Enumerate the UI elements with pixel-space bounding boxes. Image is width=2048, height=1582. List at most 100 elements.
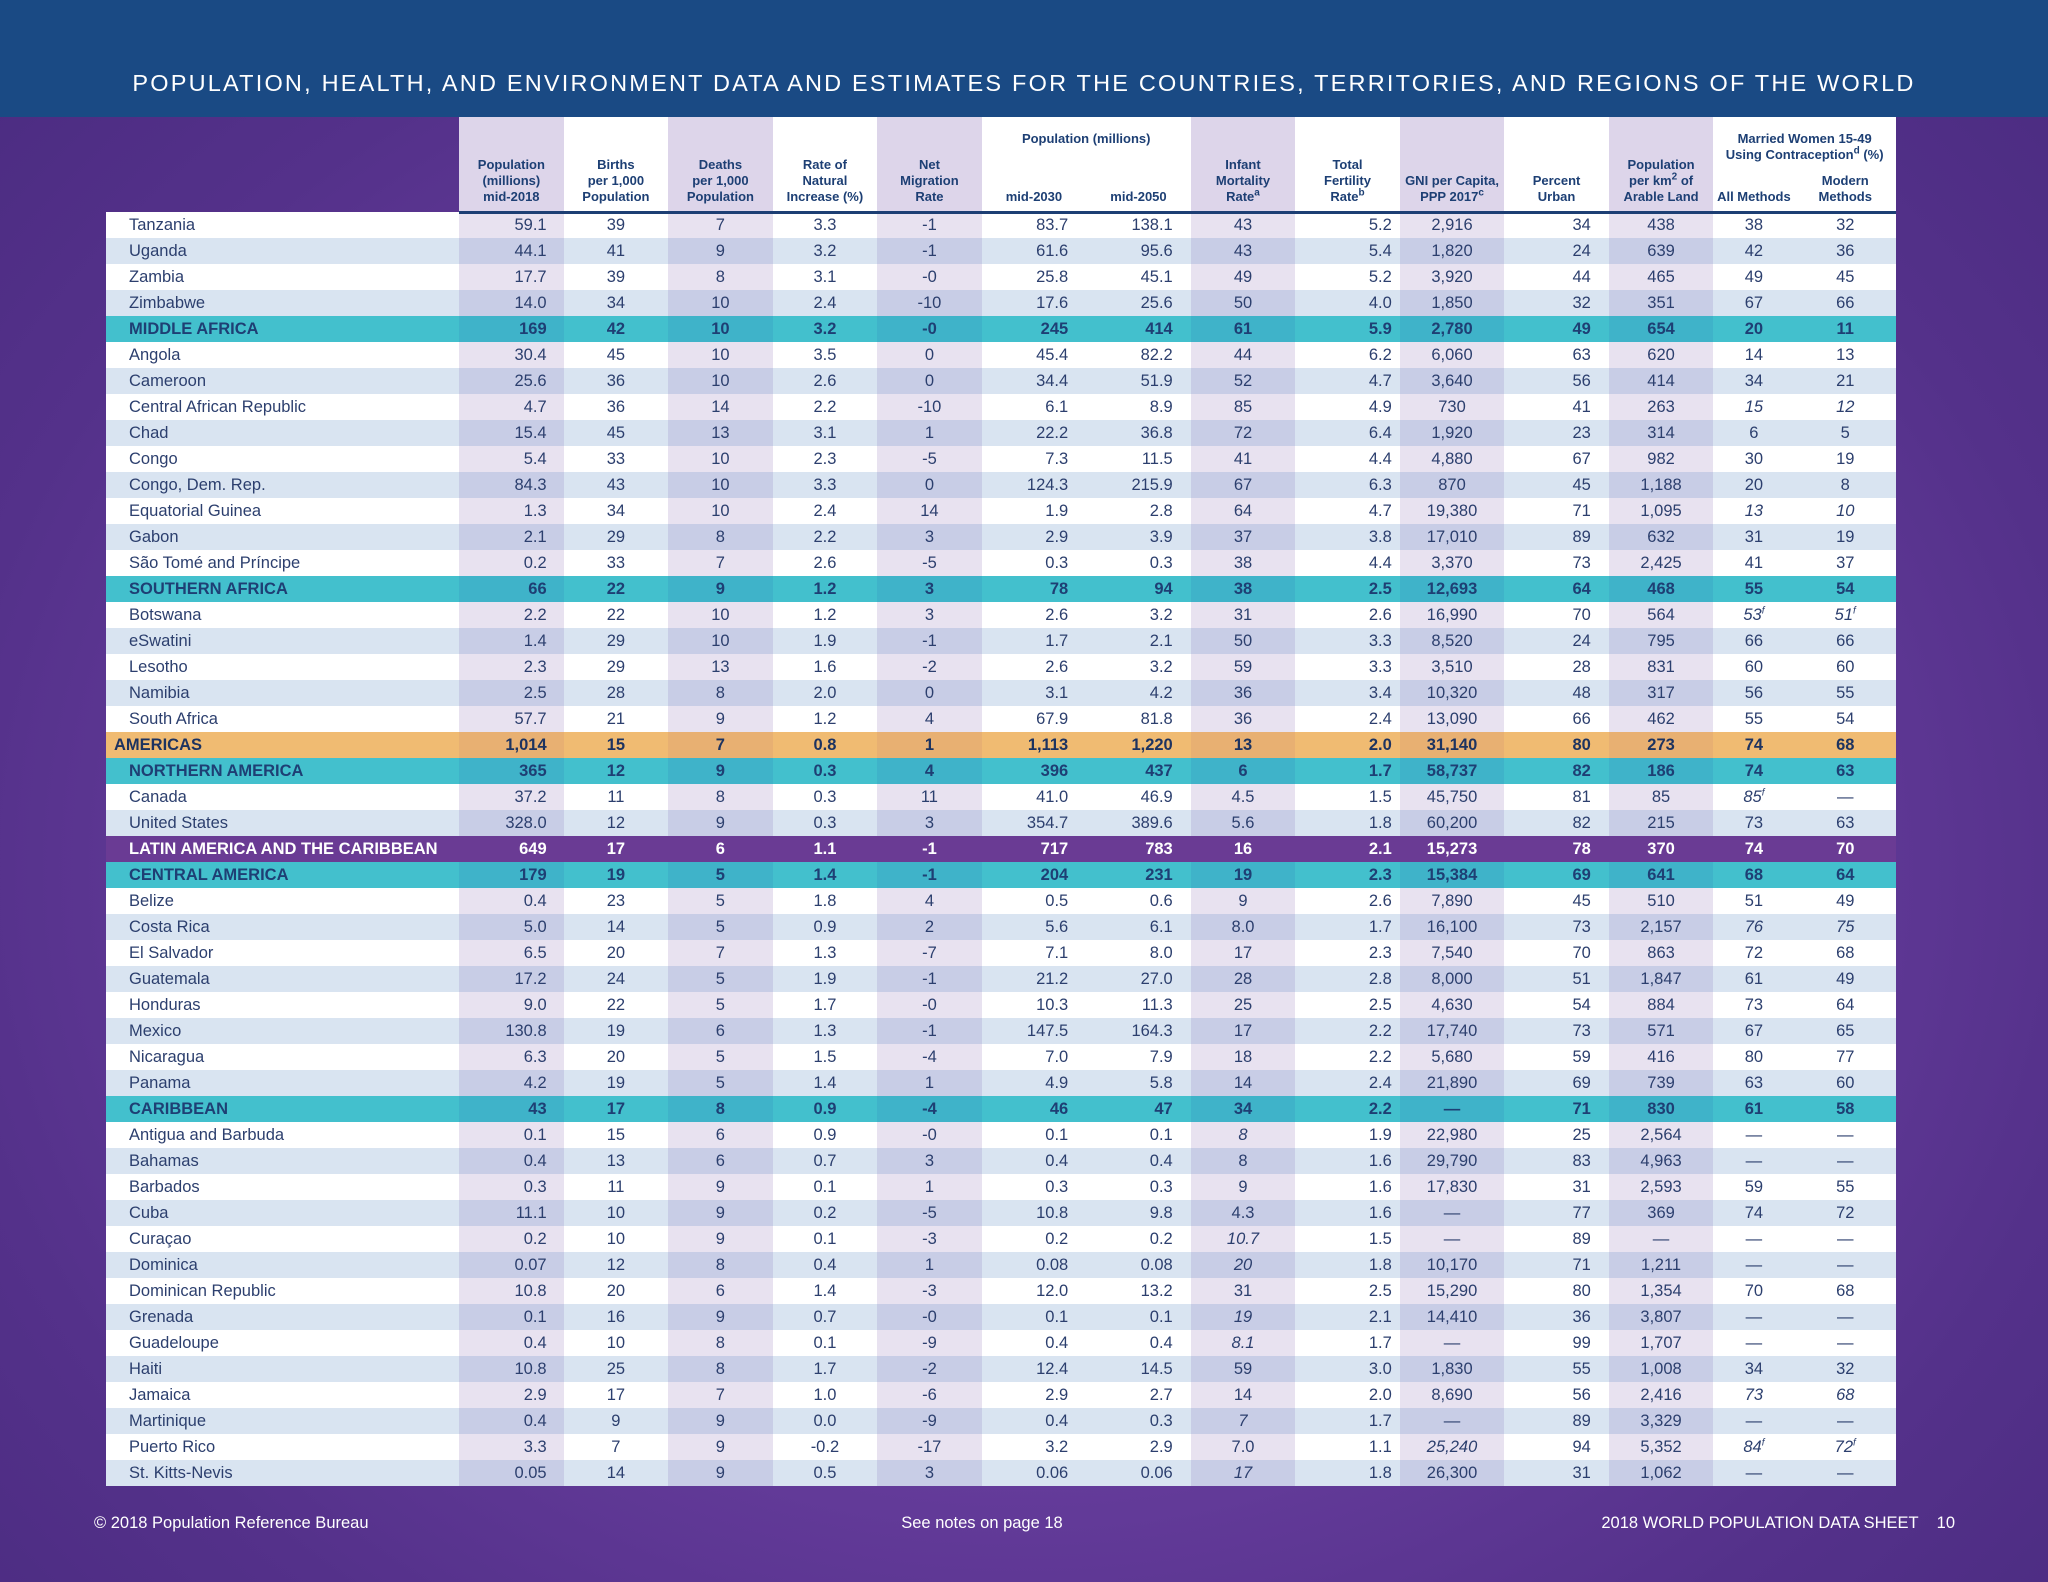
cell: 31 [1190,602,1296,628]
cell: 44.1 [459,238,564,264]
row-name: Dominica [106,1252,460,1278]
cell: — [1713,1408,1795,1434]
cell: 4.7 [459,394,564,420]
cell: 3.2 [981,1434,1087,1460]
cell: 21,890 [1399,1070,1505,1096]
cell: 314 [1608,420,1714,446]
cell: 10.7 [1190,1226,1296,1252]
cell: 6.1 [981,394,1087,420]
cell: 94 [1504,1434,1609,1460]
cell: 0 [877,342,982,368]
cell: 31 [1190,1278,1296,1304]
cell: 3 [877,602,982,628]
cell: 31 [1504,1174,1609,1200]
cell: 42 [1713,238,1795,264]
cell: 72f [1794,1434,1896,1460]
cell: 4 [877,706,982,732]
cell: — [1794,1330,1896,1356]
table-row: Central African Republic 4.7 36 14 2.2 -10 6.1… [106,394,1896,420]
cell: 1.8 [1295,1460,1400,1486]
cell: 8.0 [1086,940,1191,966]
cell: 1.7 [1295,758,1400,784]
table-row: Equatorial Guinea 1.3 34 10 2.4 14 1.9 2.8 64 4.7… [106,498,1896,524]
cell: 2.6 [981,602,1087,628]
cell: 46.9 [1086,784,1191,810]
cell: 6 [1713,420,1795,446]
header-band [0,0,2048,117]
gni-header: GNI per Capita, PPP 2017c [1399,117,1505,214]
row-name: Congo [106,446,460,472]
cell: 3 [877,810,982,836]
cell: -0 [877,1304,982,1330]
cell: 0 [877,472,982,498]
cell: 1.3 [459,498,564,524]
cell: 43 [459,1096,564,1122]
cell: 3.2 [1086,654,1191,680]
cell: 632 [1608,524,1714,550]
cell: 7.0 [1190,1434,1296,1460]
cell: 13 [668,654,773,680]
cell: 7.3 [981,446,1087,472]
cell: 25,240 [1399,1434,1505,1460]
cell: 74 [1713,732,1795,758]
cell: 51 [1504,966,1609,992]
cell: 9 [668,1460,773,1486]
cell: 8 [1794,472,1896,498]
cell: -6 [877,1382,982,1408]
table-row: Jamaica 2.9 17 7 1.0 -6 2.9 2.7 14 2.0 8,690 56 2,41… [106,1382,1896,1408]
cell: 2.0 [1295,1382,1400,1408]
cell: 3.8 [1295,524,1400,550]
cell: -9 [877,1330,982,1356]
cell: 83 [1504,1148,1609,1174]
cell: 30 [1713,446,1795,472]
cell: 571 [1608,1018,1714,1044]
cell: 0.2 [772,1200,878,1226]
cell: 81.8 [1086,706,1191,732]
cell: 41 [563,238,669,264]
cell: 19 [1190,862,1296,888]
cell: 10,320 [1399,680,1505,706]
cell: 15 [563,1122,669,1148]
cell: -1 [877,238,982,264]
cell: 6,060 [1399,342,1505,368]
cell: 1.6 [1295,1200,1400,1226]
cell: 17.2 [459,966,564,992]
data-table: Population (millions) mid-2018 Births per 1… [106,117,1896,1486]
cell: 41 [1504,394,1609,420]
cell: 5.8 [1086,1070,1191,1096]
cell: 0.1 [459,1122,564,1148]
cell: 328.0 [459,810,564,836]
table-row: Haiti 10.8 25 8 1.7 -2 12.4 14.5 59 3.0 1,830 55 1,0… [106,1356,1896,1382]
cell: 186 [1608,758,1714,784]
cell: 164.3 [1086,1018,1191,1044]
cell: 0.9 [772,1122,878,1148]
cell: 1.2 [772,706,878,732]
cell: 29 [563,628,669,654]
cell: 3.1 [772,264,878,290]
cell: 8 [668,680,773,706]
cell: 5 [1794,420,1896,446]
cell: 17 [563,836,669,862]
cell: 59 [1190,654,1296,680]
row-name: Costa Rica [106,914,460,940]
cell: 0.4 [459,888,564,914]
cell: 2.1 [459,524,564,550]
table-row: Gabon 2.1 29 8 2.2 3 2.9 3.9 37 3.8 17,010 89 632 31 1… [106,524,1896,550]
row-name: Guadeloupe [106,1330,460,1356]
cell: 5 [668,992,773,1018]
cell: 60 [1713,654,1795,680]
cell: 9 [563,1408,669,1434]
cell: 8 [668,1096,773,1122]
cell: 32 [1794,212,1896,238]
table-row: Tanzania 59.1 39 7 3.3 -1 83.7 138.1 43 5.2 2,916 3… [106,212,1896,238]
cell: 1,850 [1399,290,1505,316]
table-row: eSwatini 1.4 29 10 1.9 -1 1.7 2.1 50 3.3 8,520 24 79… [106,628,1896,654]
cell: -9 [877,1408,982,1434]
cell: 67.9 [981,706,1087,732]
cell: 61.6 [981,238,1087,264]
cell: 14 [563,1460,669,1486]
cell: 438 [1608,212,1714,238]
cell: 0.1 [772,1330,878,1356]
cell: -2 [877,1356,982,1382]
cell: 36 [563,394,669,420]
